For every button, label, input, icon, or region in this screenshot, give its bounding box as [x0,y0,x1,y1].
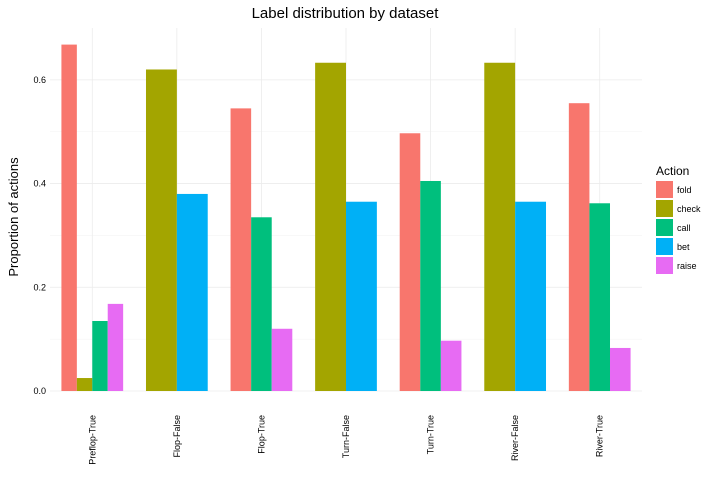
bar-fold [568,103,590,391]
legend-swatch-raise [656,257,673,274]
y-tick-label: 0.2 [33,282,46,292]
y-axis-ticks: 0.0 0.2 0.4 0.6 [33,75,46,396]
bar-call [251,217,272,391]
bar-raise [610,347,631,391]
y-tick-label: 0.6 [33,75,46,85]
bar-raise [107,303,124,391]
bar-check [76,378,93,391]
bar-bet [176,193,208,391]
bar-bet [346,201,377,391]
legend-label-call: call [677,223,691,233]
bar-fold [61,44,77,391]
legend-swatch-check [656,200,673,217]
legend: Action fold check call bet raise [656,164,701,274]
legend-swatch-fold [656,181,673,198]
legend-title: Action [656,164,689,178]
y-tick-label: 0.4 [33,179,46,189]
chart-title: Label distribution by dataset [252,5,440,22]
x-tick-label: Flop-True [256,415,266,454]
bar-raise [440,340,462,391]
x-tick-label: Turn-False [341,415,351,458]
bar-check [315,62,346,391]
bar-call [589,203,611,391]
legend-swatch-bet [656,238,673,255]
legend-label-raise: raise [677,261,697,271]
bars [61,44,631,391]
bar-check [145,69,177,391]
bar-bet [515,201,547,391]
bar-check [484,62,516,391]
x-tick-label: Preflop-True [87,415,97,465]
x-tick-label: Flop-False [172,415,182,458]
bar-fold [399,133,421,391]
x-tick-label: River-False [510,415,520,461]
y-axis-title: Proportion of actions [6,157,21,277]
bar-call [420,180,441,391]
bar-raise [271,328,293,391]
x-tick-label: River-True [595,415,605,457]
legend-swatch-call [656,219,673,236]
y-tick-label: 0.0 [33,386,46,396]
legend-label-check: check [677,204,701,214]
legend-label-bet: bet [677,242,690,252]
bar-call [92,320,108,391]
legend-label-fold: fold [677,185,692,195]
x-axis-ticks: Preflop-True Flop-False Flop-True Turn-Fals… [87,415,604,465]
x-tick-label: Turn-True [426,415,436,454]
bar-fold [230,108,252,391]
